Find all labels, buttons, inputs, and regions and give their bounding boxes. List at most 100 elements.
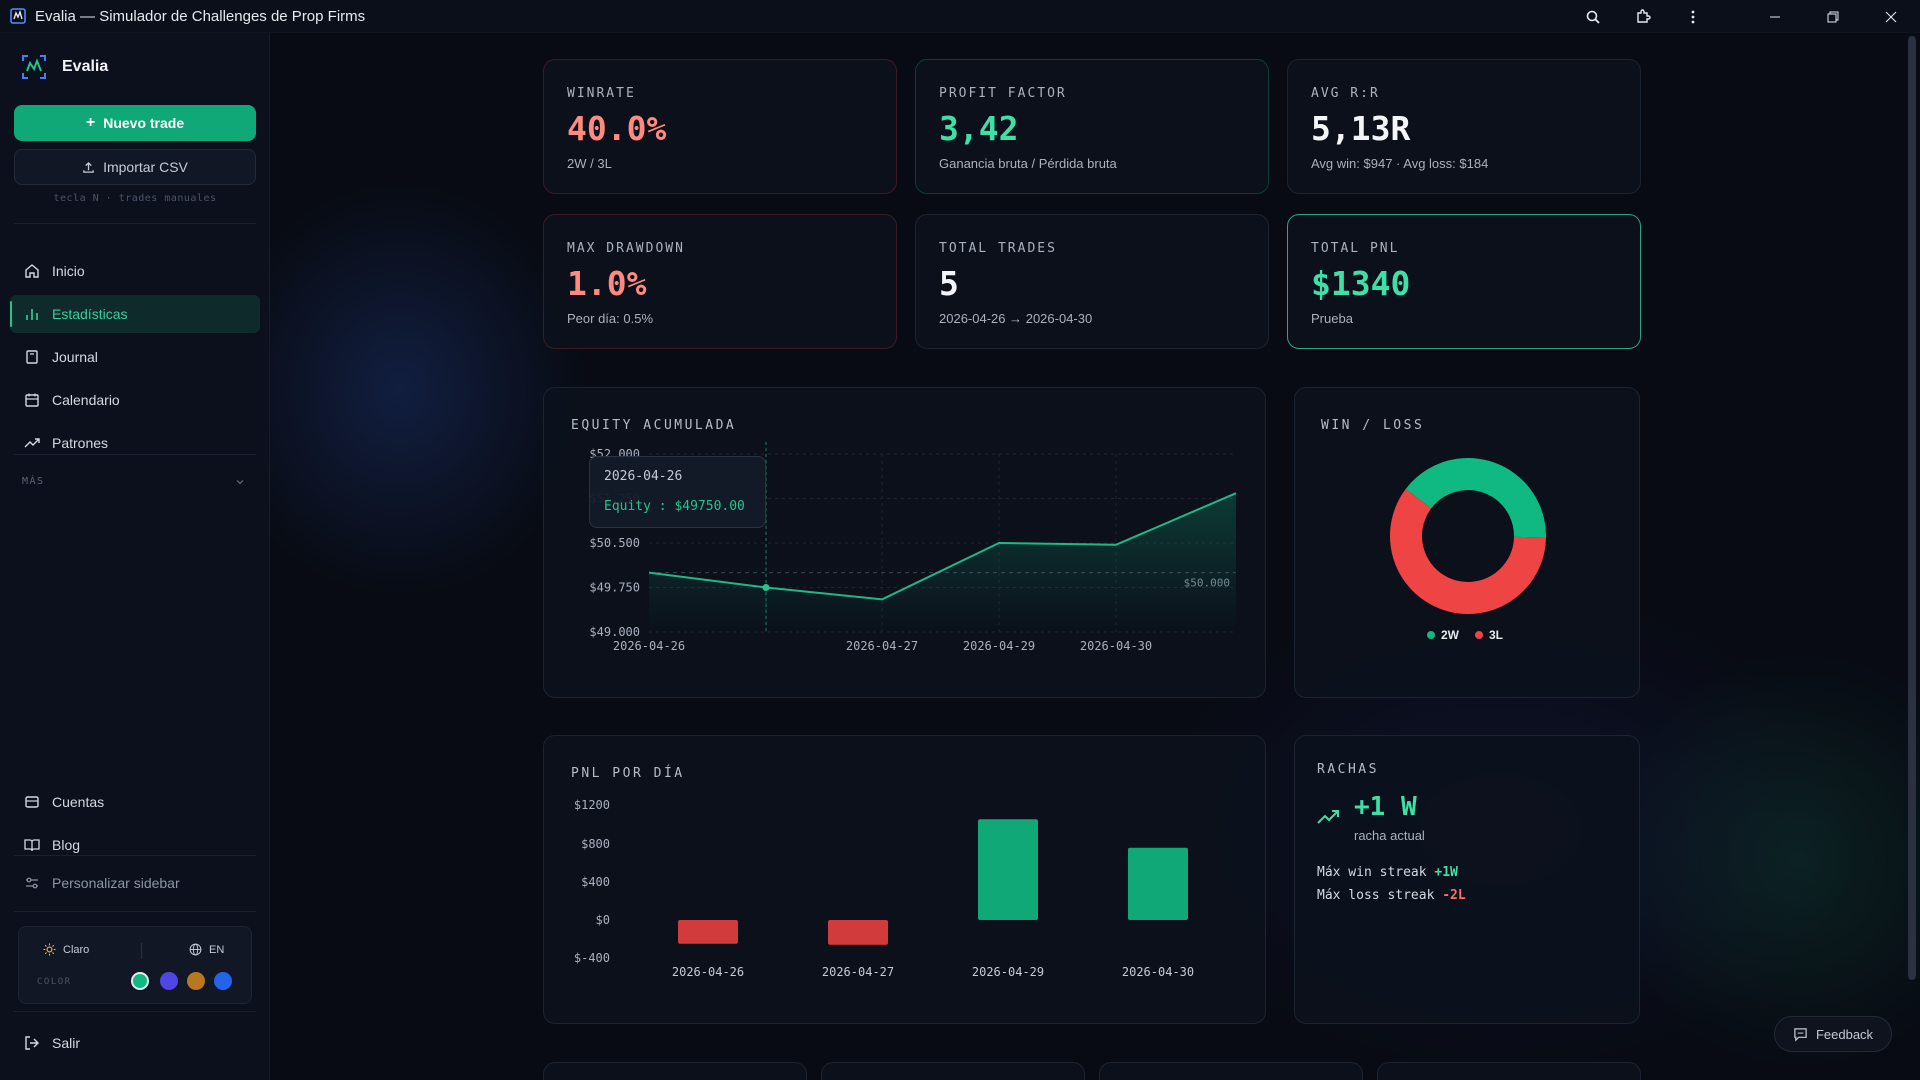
y-tick-label: $49.750 bbox=[589, 581, 640, 595]
language-label: EN bbox=[209, 943, 225, 956]
max-loss-streak-label: Máx loss streak bbox=[1317, 888, 1435, 903]
y-tick-label: $50.500 bbox=[589, 536, 640, 550]
import-csv-button[interactable]: Importar CSV bbox=[14, 149, 256, 185]
color-swatch-blue[interactable] bbox=[214, 972, 232, 990]
customize-sidebar-label: Personalizar sidebar bbox=[52, 875, 180, 891]
legend-label: 2W bbox=[1441, 628, 1459, 642]
y-tick-label: $49.000 bbox=[589, 625, 640, 639]
sidebar: Evalia + Nuevo trade Importar CSV tecla … bbox=[0, 33, 270, 1080]
brand[interactable]: Evalia bbox=[20, 53, 108, 81]
legend-item-losses: 3L bbox=[1475, 628, 1503, 642]
color-swatch-green[interactable] bbox=[131, 972, 149, 990]
stat-value: $1340 bbox=[1311, 264, 1411, 303]
minimize-icon[interactable] bbox=[1746, 0, 1804, 33]
title-bar: Evalia — Simulador de Challenges de Prop… bbox=[0, 0, 1920, 33]
chevron-down-icon[interactable] bbox=[234, 476, 246, 488]
brand-name: Evalia bbox=[62, 58, 109, 75]
import-csv-label: Importar CSV bbox=[103, 159, 188, 175]
equity-line bbox=[648, 492, 1237, 601]
color-swatch-indigo[interactable] bbox=[160, 972, 178, 990]
pnl-bar[interactable] bbox=[1128, 847, 1188, 920]
streaks-title: RACHAS bbox=[1317, 762, 1379, 777]
restore-icon[interactable] bbox=[1804, 0, 1862, 33]
wallet-icon bbox=[25, 796, 39, 808]
y-tick-label: $800 bbox=[581, 837, 610, 851]
card-partial bbox=[1099, 1062, 1363, 1080]
x-tick-label: 2026-04-30 bbox=[1080, 639, 1152, 653]
max-win-streak-label: Máx win streak bbox=[1317, 865, 1427, 880]
hover-point[interactable] bbox=[762, 584, 770, 591]
new-trade-label: Nuevo trade bbox=[103, 115, 185, 131]
card-partial bbox=[543, 1062, 807, 1080]
nav-item-journal[interactable]: Journal bbox=[10, 338, 260, 376]
stat-label: TOTAL PNL bbox=[1311, 241, 1400, 256]
nav-item-calendario[interactable]: Calendario bbox=[10, 381, 260, 419]
stat-card-profit-factor: PROFIT FACTOR 3,42 Ganancia bruta / Pérd… bbox=[915, 59, 1269, 194]
nav-item-inicio[interactable]: Inicio bbox=[10, 252, 260, 290]
pnl-chart-panel: PNL POR DÍA $1200 $800 $400 $0 $-400 2026-04-… bbox=[543, 735, 1266, 1024]
app-logo-icon bbox=[10, 8, 26, 24]
stat-card-total-pnl: TOTAL PNL $1340 Prueba bbox=[1287, 214, 1641, 349]
feedback-label: Feedback bbox=[1815, 1026, 1874, 1042]
stat-label: WINRATE bbox=[567, 86, 636, 101]
language-toggle[interactable]: EN bbox=[189, 943, 224, 956]
pnl-bar[interactable] bbox=[978, 819, 1038, 920]
y-tick-label: $1200 bbox=[574, 798, 610, 812]
feedback-button[interactable]: Feedback bbox=[1774, 1016, 1892, 1052]
x-tick-label: 2026-04-29 bbox=[972, 965, 1044, 979]
pnl-chart-title: PNL POR DÍA bbox=[571, 766, 685, 781]
sliders-icon bbox=[26, 877, 38, 889]
pnl-bar[interactable] bbox=[828, 920, 888, 945]
stat-label: AVG R:R bbox=[1311, 86, 1380, 101]
book-icon bbox=[24, 839, 40, 852]
scrollbar[interactable] bbox=[1908, 36, 1916, 980]
more-vert-icon[interactable] bbox=[1668, 0, 1718, 33]
donut-slice-wins[interactable] bbox=[1381, 449, 1555, 623]
equity-chart[interactable]: $52.000$51.250$50.500$49.750$49.000$50.0… bbox=[544, 388, 1267, 699]
equity-chart-panel: EQUITY ACUMULADA $52.000$51.250$50.500$4… bbox=[543, 387, 1266, 698]
keyboard-hint: tecla N · trades manuales bbox=[53, 193, 217, 204]
calendar-icon bbox=[25, 393, 39, 407]
stat-subtitle: Avg win: $947 · Avg loss: $184 bbox=[1311, 156, 1489, 171]
stat-subtitle: Prueba bbox=[1311, 311, 1353, 326]
customize-sidebar-button[interactable]: Personalizar sidebar bbox=[10, 864, 260, 902]
color-swatch-amber[interactable] bbox=[187, 972, 205, 990]
search-icon[interactable] bbox=[1568, 0, 1618, 33]
sun-icon bbox=[43, 943, 56, 956]
logout-label: Salir bbox=[52, 1035, 81, 1051]
nav-item-estadisticas[interactable]: Estadísticas bbox=[10, 295, 260, 333]
brand-logo-icon bbox=[22, 55, 46, 79]
stat-label: PROFIT FACTOR bbox=[939, 86, 1067, 101]
extension-icon[interactable] bbox=[1618, 0, 1668, 33]
nav-item-blog[interactable]: Blog bbox=[10, 826, 260, 864]
stat-value: 40.0% bbox=[567, 109, 667, 148]
theme-toggle[interactable]: Claro bbox=[43, 943, 89, 956]
stat-subtitle: Ganancia bruta / Pérdida bruta bbox=[939, 156, 1117, 171]
close-icon[interactable] bbox=[1862, 0, 1920, 33]
tooltip-value: Equity : $49750.00 bbox=[604, 499, 745, 514]
tooltip-date: 2026-04-26 bbox=[604, 469, 683, 484]
stat-label: MAX DRAWDOWN bbox=[567, 241, 685, 256]
new-trade-button[interactable]: + Nuevo trade bbox=[14, 105, 256, 141]
y-tick-label: $0 bbox=[596, 913, 610, 927]
stat-card-winrate: WINRATE 40.0% 2W / 3L bbox=[543, 59, 897, 194]
x-tick-label: 2026-04-27 bbox=[822, 965, 894, 979]
nav-item-label: Journal bbox=[52, 349, 98, 365]
stat-value: 3,42 bbox=[939, 109, 1019, 148]
stat-subtitle: Peor día: 0.5% bbox=[567, 311, 653, 326]
nav-item-cuentas[interactable]: Cuentas bbox=[10, 783, 260, 821]
divider bbox=[14, 454, 256, 455]
logout-button[interactable]: Salir bbox=[10, 1024, 260, 1062]
legend-item-wins: 2W bbox=[1427, 628, 1459, 642]
stat-card-avg-r-r: AVG R:R 5,13R Avg win: $947 · Avg loss: … bbox=[1287, 59, 1641, 194]
pnl-bar[interactable] bbox=[678, 920, 738, 944]
pnl-bar-chart[interactable]: $1200 $800 $400 $0 $-400 2026-04-26 2026-04-27… bbox=[544, 736, 1267, 1025]
nav-item-patrones[interactable]: Patrones bbox=[10, 424, 260, 462]
equity-tooltip: 2026-04-26 Equity : $49750.00 bbox=[589, 456, 766, 528]
stat-subtitle: 2026-04-26 → 2026-04-30 bbox=[939, 311, 1093, 326]
more-section-label[interactable]: MÁS bbox=[22, 476, 45, 487]
max-win-streak-value: +1W bbox=[1434, 865, 1458, 880]
nav-item-label: Inicio bbox=[52, 263, 85, 279]
win-loss-donut[interactable] bbox=[1295, 388, 1641, 699]
max-win-streak: Máx win streak +1W bbox=[1317, 865, 1458, 880]
